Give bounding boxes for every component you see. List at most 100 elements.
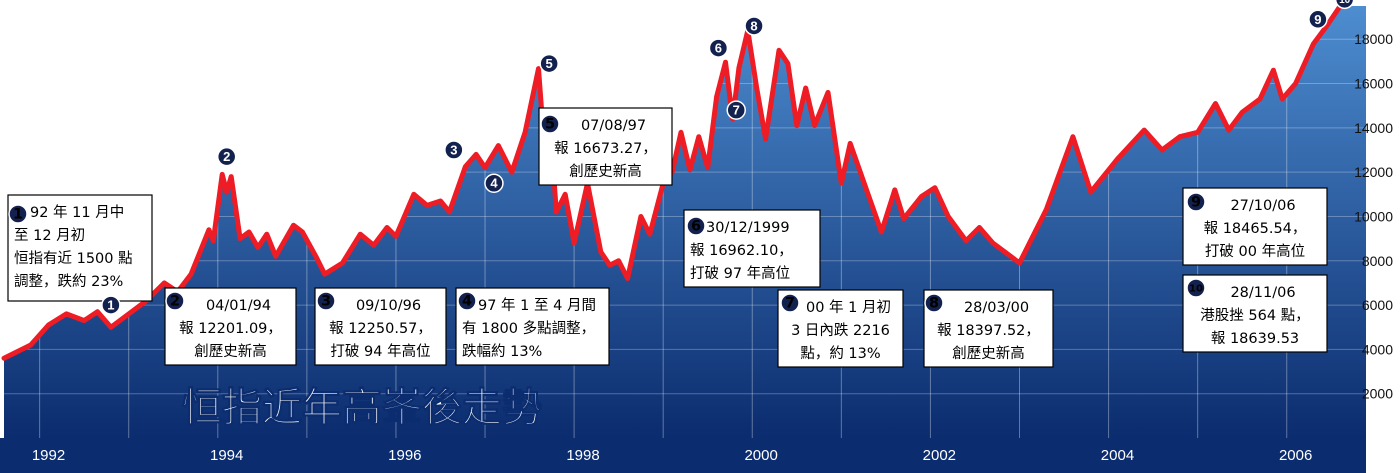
axis-bar <box>0 438 1366 473</box>
annotation-text: 報 12250.57， <box>329 320 432 337</box>
line-marker-6 <box>708 38 729 58</box>
annotation-number: 10 <box>1189 284 1203 295</box>
annotation-number-badge <box>1186 192 1206 212</box>
annotation-number-badge <box>316 291 336 311</box>
x-tick-label: 1992 <box>32 447 65 464</box>
annotation-text: 3 日內跌 2216 <box>791 322 890 339</box>
annotation-number: 5 <box>545 117 555 133</box>
annotation-number: 4 <box>462 294 472 310</box>
y-tick-label: 18000 <box>1354 31 1393 47</box>
annotation-text: 92 年 11 月中 <box>30 204 124 221</box>
line-marker-1 <box>101 295 121 315</box>
annotation-number-badge <box>1186 278 1206 298</box>
annotation-text: 27/10/06 <box>1230 198 1295 214</box>
annotation-box-4: 97 年 1 至 4 月間有 1800 多點調整， 跌幅約 13% 4 <box>455 287 610 366</box>
annotation-number-badge <box>540 114 560 134</box>
line-marker-number: 1 <box>107 298 114 313</box>
x-tick-label: 1994 <box>210 447 243 464</box>
line-marker-number: 2 <box>223 149 230 164</box>
x-tick-label: 2006 <box>1279 447 1312 464</box>
annotation-text: 報 16673.27， <box>554 140 657 157</box>
chart-title: 恒指近年高峯後走勢 <box>182 385 542 431</box>
annotation-box-6: 30/12/1999 報 16962.10， 打破 97 年高位 6 <box>683 209 821 288</box>
y-tick-label: 6000 <box>1362 297 1393 313</box>
y-tick-label: 4000 <box>1362 341 1393 357</box>
annotation-number-badge <box>924 293 944 313</box>
y-tick-label: 2000 <box>1362 386 1393 402</box>
line-marker-number: 3 <box>450 143 457 158</box>
annotation-box-7: 00 年 1 月初 3 日內跌 2216 點，約 13% 7 <box>777 289 904 368</box>
annotation-box-8: 28/03/00 報 18397.52， 創歷史新高 8 <box>923 289 1054 368</box>
annotation-text: 07/08/97 <box>581 118 646 134</box>
annotation-text: 創歷史新高 <box>194 343 267 360</box>
annotation-number-badge <box>780 293 800 313</box>
annotation-text: 28/03/00 <box>964 300 1029 316</box>
annotation-box-frame <box>164 287 297 366</box>
x-tick-label: 1996 <box>388 447 421 464</box>
x-tick-label: 2002 <box>923 447 956 464</box>
annotation-number: 3 <box>321 294 331 310</box>
line-marker-number: 5 <box>546 56 553 71</box>
line-marker-number: 10 <box>1339 0 1351 6</box>
line-marker-number: 6 <box>715 41 722 56</box>
line-marker-10 <box>1334 0 1355 10</box>
annotation-text: 有 1800 多點調整， <box>462 320 595 337</box>
annotation-box-frame <box>1182 187 1328 266</box>
annotation-box-frame <box>538 107 673 186</box>
annotation-box-frame <box>314 287 447 366</box>
annotation-text: 報 12201.09， <box>179 320 282 337</box>
y-tick-label: 10000 <box>1354 208 1393 224</box>
annotation-text: 報 16962.10， <box>690 242 793 259</box>
annotation-box-2: 04/01/94 報 12201.09， 創歷史新高 2 <box>164 287 297 366</box>
annotation-number-badge <box>457 291 477 311</box>
line-marker-number: 7 <box>733 103 740 118</box>
annotation-text: 打破 97 年高位 <box>690 265 790 282</box>
x-tick-label: 2004 <box>1101 447 1134 464</box>
line-marker-8 <box>744 16 764 36</box>
annotation-text: 至 12 月初 <box>14 227 85 244</box>
annotation-number: 9 <box>1191 195 1201 211</box>
y-tick-label: 14000 <box>1354 120 1393 136</box>
annotation-text: 跌幅約 13% <box>462 343 542 360</box>
line-marker-number: 9 <box>1314 12 1321 27</box>
line-marker-number: 8 <box>750 18 757 33</box>
annotation-text: 打破 00 年高位 <box>1205 243 1305 260</box>
annotation-number: 6 <box>691 219 701 235</box>
annotation-number: 1 <box>13 207 23 223</box>
line-marker-9 <box>1308 9 1328 30</box>
annotation-box-frame <box>683 209 821 288</box>
annotation-box-5: 07/08/97 報 16673.27， 創歷史新高 5 <box>538 107 673 186</box>
annotation-box-frame <box>1182 274 1328 353</box>
annotation-box-frame <box>923 289 1054 368</box>
annotation-number-badge <box>686 216 706 236</box>
annotation-number-badge <box>165 291 185 311</box>
annotation-text: 創歷史新高 <box>952 345 1025 362</box>
line-marker-5 <box>539 53 559 74</box>
annotation-text: 打破 94 年高位 <box>330 343 430 360</box>
annotation-text: 報 18397.52， <box>937 322 1040 339</box>
annotation-text: 報 18465.54， <box>1204 220 1307 237</box>
hsi-line <box>1 3 1343 361</box>
line-marker-number: 4 <box>490 176 498 191</box>
annotation-number: 2 <box>170 294 180 310</box>
annotation-text: 09/10/96 <box>356 298 421 314</box>
y-tick-label: 16000 <box>1354 76 1393 92</box>
line-marker-2 <box>216 146 237 167</box>
annotation-text: 97 年 1 至 4 月間 <box>478 297 596 314</box>
line-markers: 1 2 3 4 5 6 7 8 9 10 <box>101 0 1355 315</box>
line-marker-7 <box>726 100 746 120</box>
annotation-number: 8 <box>929 296 939 312</box>
annotation-text: 點，約 13% <box>800 345 880 362</box>
annotation-text: 報 18639.53 <box>1211 330 1299 347</box>
x-tick-label: 1998 <box>566 447 599 464</box>
annotation-text: 恒指有近 1500 點 <box>14 250 133 267</box>
x-tick-label: 2000 <box>744 447 777 464</box>
annotation-text: 調整，跌約 23% <box>14 273 123 290</box>
annotation-box-frame <box>455 287 610 366</box>
x-tick-labels: 1992 1994 1996 1998 2000 2002 2004 2006 <box>32 447 1312 464</box>
annotation-text: 港股挫 564 點， <box>1200 307 1309 324</box>
line-marker-3 <box>444 140 464 160</box>
annotation-text: 00 年 1 月初 <box>806 299 891 316</box>
